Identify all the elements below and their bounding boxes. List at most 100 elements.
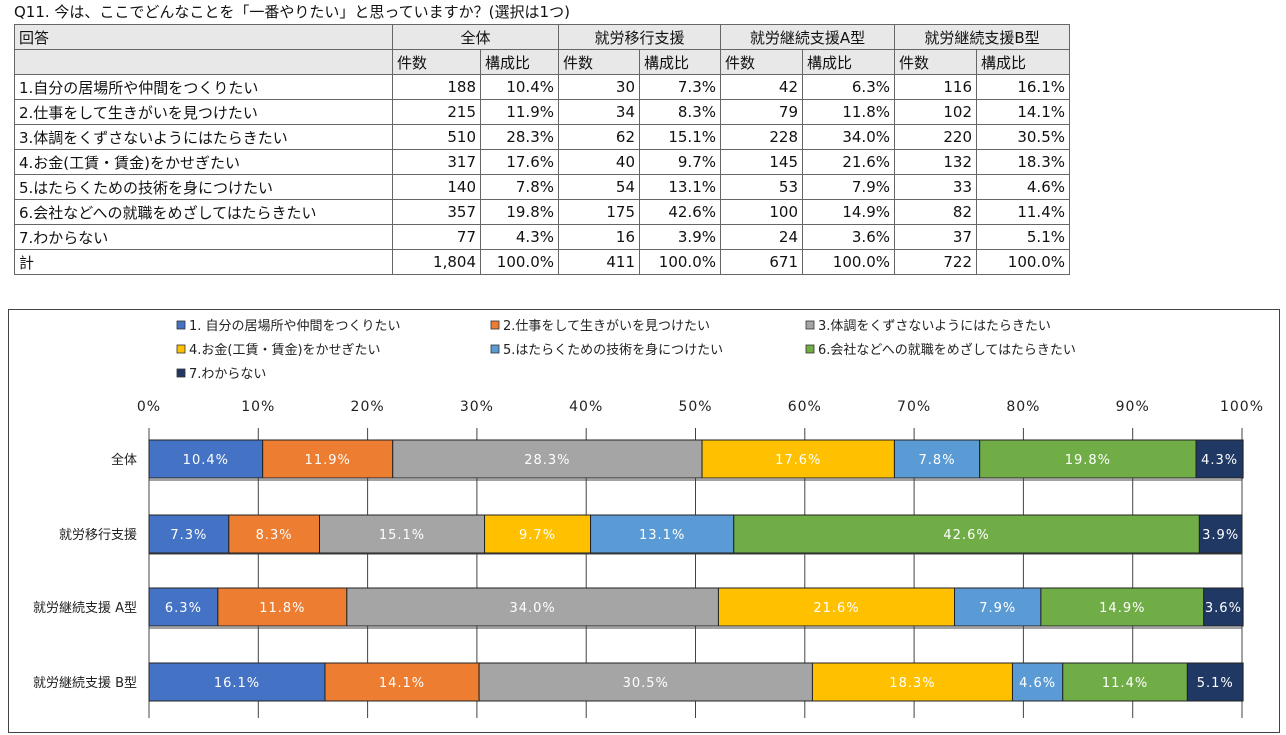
data-label: 34.0%: [509, 601, 555, 616]
x-tick-label: 60%: [788, 399, 822, 415]
legend-label: 7.わからない: [189, 367, 266, 382]
legend-label: 6.会社などへの就職をめざしてはたらきたい: [818, 342, 1076, 358]
x-tick-label: 90%: [1116, 399, 1150, 415]
group-header: 全体: [392, 24, 559, 50]
count-cell: 100: [720, 199, 803, 225]
ratio-cell: 42.6%: [639, 199, 721, 225]
ratio-cell: 10.4%: [480, 74, 559, 100]
count-cell: 228: [720, 124, 803, 150]
count-cell: 188: [392, 74, 481, 100]
category-label: 就労移行支援: [59, 528, 137, 543]
data-label: 13.1%: [639, 528, 685, 543]
data-label: 30.5%: [623, 676, 669, 691]
ratio-cell: 17.6%: [480, 149, 559, 175]
ratio-cell: 4.3%: [480, 224, 559, 250]
bar-segment: [1195, 439, 1244, 479]
data-label: 21.6%: [813, 601, 859, 616]
ratio-header: 構成比: [976, 49, 1070, 75]
legend-swatch: [176, 368, 186, 378]
ratio-cell: 21.6%: [802, 149, 895, 175]
ratio-cell: 7.9%: [802, 174, 895, 200]
ratio-cell: 18.3%: [976, 149, 1070, 175]
question-title: Q11. 今は、ここでどんなことを「一番やりたい」と思っていますか？(選択は1つ…: [14, 3, 570, 21]
ratio-cell: 100.0%: [976, 249, 1070, 275]
table-row: 7.わからない 77 4.3% 16 3.9% 24 3.6% 37 5.1%: [14, 224, 1070, 250]
data-label: 28.3%: [524, 453, 570, 468]
data-label: 11.4%: [1102, 676, 1148, 691]
legend-label: 1. 自分の居場所や仲間をつくりたい: [189, 319, 401, 334]
ratio-cell: 15.1%: [639, 124, 721, 150]
table-row: 2.仕事をして生きがいを見つけたい 215 11.9% 34 8.3% 79 11.8% 10…: [14, 99, 1070, 125]
count-cell: 357: [392, 199, 481, 225]
count-cell: 53: [720, 174, 803, 200]
bar-segment: [319, 514, 486, 554]
bar-segment: [148, 587, 219, 627]
ratio-cell: 7.8%: [480, 174, 559, 200]
table-row: 5.はたらくための技術を身につけたい 140 7.8% 54 13.1% 53 7.9% 33…: [14, 174, 1070, 200]
ratio-cell: 3.6%: [802, 224, 895, 250]
answer-label: 6.会社などへの就職をめざしてはたらきたい: [14, 199, 393, 225]
count-cell: 33: [894, 174, 977, 200]
bar-segment: [324, 662, 480, 702]
count-cell: 77: [392, 224, 481, 250]
answer-label: 計: [14, 249, 393, 275]
ratio-cell: 8.3%: [639, 99, 721, 125]
bar-segment: [811, 662, 1013, 702]
data-label: 17.6%: [775, 453, 821, 468]
category-label: 全体: [111, 452, 137, 468]
x-tick-label: 10%: [241, 399, 275, 415]
count-cell: 411: [558, 249, 640, 275]
count-cell: 116: [894, 74, 977, 100]
x-tick-label: 20%: [351, 399, 385, 415]
ratio-cell: 30.5%: [976, 124, 1070, 150]
ratio-cell: 100.0%: [802, 249, 895, 275]
count-cell: 1,804: [392, 249, 481, 275]
data-label: 19.8%: [1065, 453, 1111, 468]
data-label: 11.8%: [259, 601, 305, 616]
ratio-cell: 11.4%: [976, 199, 1070, 225]
bar-segment: [1040, 587, 1205, 627]
count-cell: 82: [894, 199, 977, 225]
table-row: 4.お金(工賃・賃金)をかせぎたい 317 17.6% 40 9.7% 145 21.6% 1…: [14, 149, 1070, 175]
data-label: 7.8%: [919, 453, 956, 468]
legend-label: 2.仕事をして生きがいを見つけたい: [503, 319, 710, 334]
data-label: 14.9%: [1099, 601, 1145, 616]
data-label: 18.3%: [889, 676, 935, 691]
results-table: 回答 全体 就労移行支援 就労継続支援A型 就労継続支援B型 件数 構成比 件数…: [14, 24, 1070, 275]
legend-swatch: [176, 344, 186, 354]
count-header: 件数: [392, 49, 481, 75]
count-cell: 30: [558, 74, 640, 100]
table-header-row: 回答 全体 就労移行支援 就労継続支援A型 就労継続支援B型: [14, 24, 1070, 50]
legend-label: 3.体調をくずさないようにはたらきたい: [818, 319, 1051, 334]
x-tick-label: 40%: [569, 399, 603, 415]
group-header: 就労継続支援B型: [894, 24, 1070, 50]
data-label: 15.1%: [379, 528, 425, 543]
count-cell: 220: [894, 124, 977, 150]
data-label: 6.3%: [165, 601, 202, 616]
data-label: 4.3%: [1201, 453, 1238, 468]
bar-segment: [148, 514, 230, 554]
answer-label: 2.仕事をして生きがいを見つけたい: [14, 99, 393, 125]
x-tick-label: 100%: [1220, 399, 1264, 415]
bar-segment: [484, 514, 592, 554]
ratio-cell: 11.8%: [802, 99, 895, 125]
ratio-cell: 13.1%: [639, 174, 721, 200]
ratio-cell: 5.1%: [976, 224, 1070, 250]
answer-label: 1.自分の居場所や仲間をつくりたい: [14, 74, 393, 100]
x-tick-label: 70%: [897, 399, 931, 415]
answer-label: 7.わからない: [14, 224, 393, 250]
ratio-header: 構成比: [480, 49, 559, 75]
ratio-cell: 14.9%: [802, 199, 895, 225]
bar-segment: [346, 587, 719, 627]
count-header: 件数: [720, 49, 803, 75]
ratio-cell: 16.1%: [976, 74, 1070, 100]
bar-segment: [1186, 662, 1244, 702]
bar-segment: [217, 587, 348, 627]
ratio-cell: 7.3%: [639, 74, 721, 100]
legend-swatch: [490, 320, 500, 330]
data-label: 4.6%: [1019, 676, 1056, 691]
bar-segment: [717, 587, 956, 627]
count-cell: 317: [392, 149, 481, 175]
bar-segment: [478, 662, 813, 702]
legend-swatch: [805, 320, 815, 330]
